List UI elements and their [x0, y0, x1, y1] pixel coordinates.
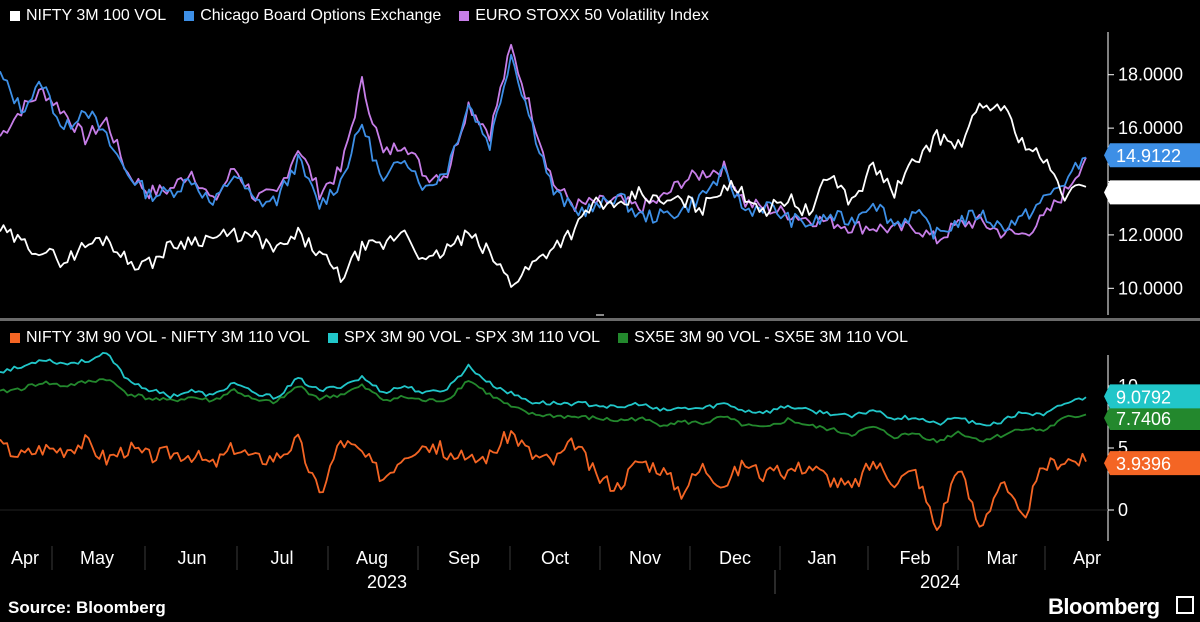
y-tick-label: 5 — [1118, 438, 1128, 458]
legend-label: NIFTY 3M 100 VOL — [26, 7, 167, 24]
last-value-nifty-vol: 13.8170 — [1104, 180, 1200, 205]
series-nifty-vol-line — [0, 102, 1087, 288]
last-value-sx5e-skew: 7.7406 — [1104, 406, 1200, 431]
x-month-label: Jan — [807, 548, 836, 568]
legend-label: NIFTY 3M 90 VOL - NIFTY 3M 110 VOL — [26, 329, 310, 346]
value-tag-bg — [1104, 451, 1200, 476]
source-note: Source: Bloomberg — [8, 598, 166, 617]
x-month-label: Dec — [719, 548, 751, 568]
legend-swatch-purple — [459, 11, 470, 21]
x-month-label: Apr — [11, 548, 39, 568]
series-nifty-skew-line — [0, 430, 1087, 531]
value-tag-text: 13.8170 — [1116, 183, 1181, 203]
y-tick-label: 10.0000 — [1118, 278, 1183, 298]
brand-logo: Bloomberg — [1048, 594, 1160, 619]
top-legend: NIFTY 3M 100 VOL Chicago Board Options E… — [10, 7, 709, 25]
panel-divider — [0, 318, 1200, 321]
value-tag-text: 9.0792 — [1116, 387, 1171, 407]
y-tick-label: 16.0000 — [1118, 118, 1183, 138]
legend-swatch-cyan — [327, 333, 338, 343]
value-tag-bg — [1104, 384, 1200, 409]
legend-item-spx-skew: SPX 3M 90 VOL - SPX 3M 110 VOL — [327, 329, 601, 347]
legend-item-sx5e-skew: SX5E 3M 90 VOL - SX5E 3M 110 VOL — [618, 329, 908, 347]
x-month-label: May — [80, 548, 114, 568]
legend-item-euro-stoxx: EURO STOXX 50 Volatility Index — [459, 7, 709, 25]
value-tag-text: 14.9122 — [1116, 146, 1181, 166]
value-tag-bg — [1104, 406, 1200, 431]
x-month-label: Apr — [1073, 548, 1101, 568]
x-month-label: Jun — [177, 548, 206, 568]
legend-item-cboe: Chicago Board Options Exchange — [184, 7, 441, 25]
legend-label: Chicago Board Options Exchange — [200, 7, 442, 24]
legend-swatch-white — [10, 11, 20, 21]
x-month-label: Mar — [987, 548, 1018, 568]
legend-swatch-blue — [184, 11, 195, 21]
x-month-label: Feb — [899, 548, 930, 568]
y-tick-label: 18.0000 — [1118, 65, 1183, 85]
x-month-label: Nov — [629, 548, 661, 568]
last-value-spx-skew: 9.0792 — [1104, 384, 1200, 409]
legend-swatch-green — [618, 333, 629, 343]
legend-label: EURO STOXX 50 Volatility Index — [475, 7, 709, 24]
value-tag-text: 3.9396 — [1116, 454, 1171, 474]
last-value-nifty-skew: 3.9396 — [1104, 451, 1200, 476]
y-tick-label: 0 — [1118, 500, 1128, 520]
legend-swatch-orange — [10, 333, 20, 343]
last-value-cboe: 14.9122 — [1104, 143, 1200, 168]
legend-label: SX5E 3M 90 VOL - SX5E 3M 110 VOL — [634, 329, 908, 346]
legend-item-nifty-vol: NIFTY 3M 100 VOL — [10, 7, 166, 25]
y-tick-label: 12.0000 — [1118, 225, 1183, 245]
x-year-label: 2023 — [367, 572, 407, 592]
divider-handle — [596, 314, 604, 316]
series-cboe-line — [0, 53, 1087, 240]
x-month-label: Oct — [541, 548, 569, 568]
value-tag-text: 7.7406 — [1116, 409, 1171, 429]
brand-box-icon — [1176, 596, 1194, 614]
bottom-legend: NIFTY 3M 90 VOL - NIFTY 3M 110 VOL SPX 3… — [10, 329, 908, 347]
value-tag-bg — [1104, 180, 1200, 205]
value-tag-bg — [1104, 143, 1200, 168]
series-sx5e-skew-line — [0, 378, 1087, 444]
legend-item-nifty-skew: NIFTY 3M 90 VOL - NIFTY 3M 110 VOL — [10, 329, 310, 347]
series-spx-skew-line — [0, 352, 1087, 427]
series-euro-stoxx-line — [0, 43, 1087, 245]
x-month-label: Jul — [270, 548, 293, 568]
x-year-label: 2024 — [920, 572, 960, 592]
x-month-label: Sep — [448, 548, 480, 568]
x-month-label: Aug — [356, 548, 388, 568]
legend-label: SPX 3M 90 VOL - SPX 3M 110 VOL — [343, 329, 601, 346]
